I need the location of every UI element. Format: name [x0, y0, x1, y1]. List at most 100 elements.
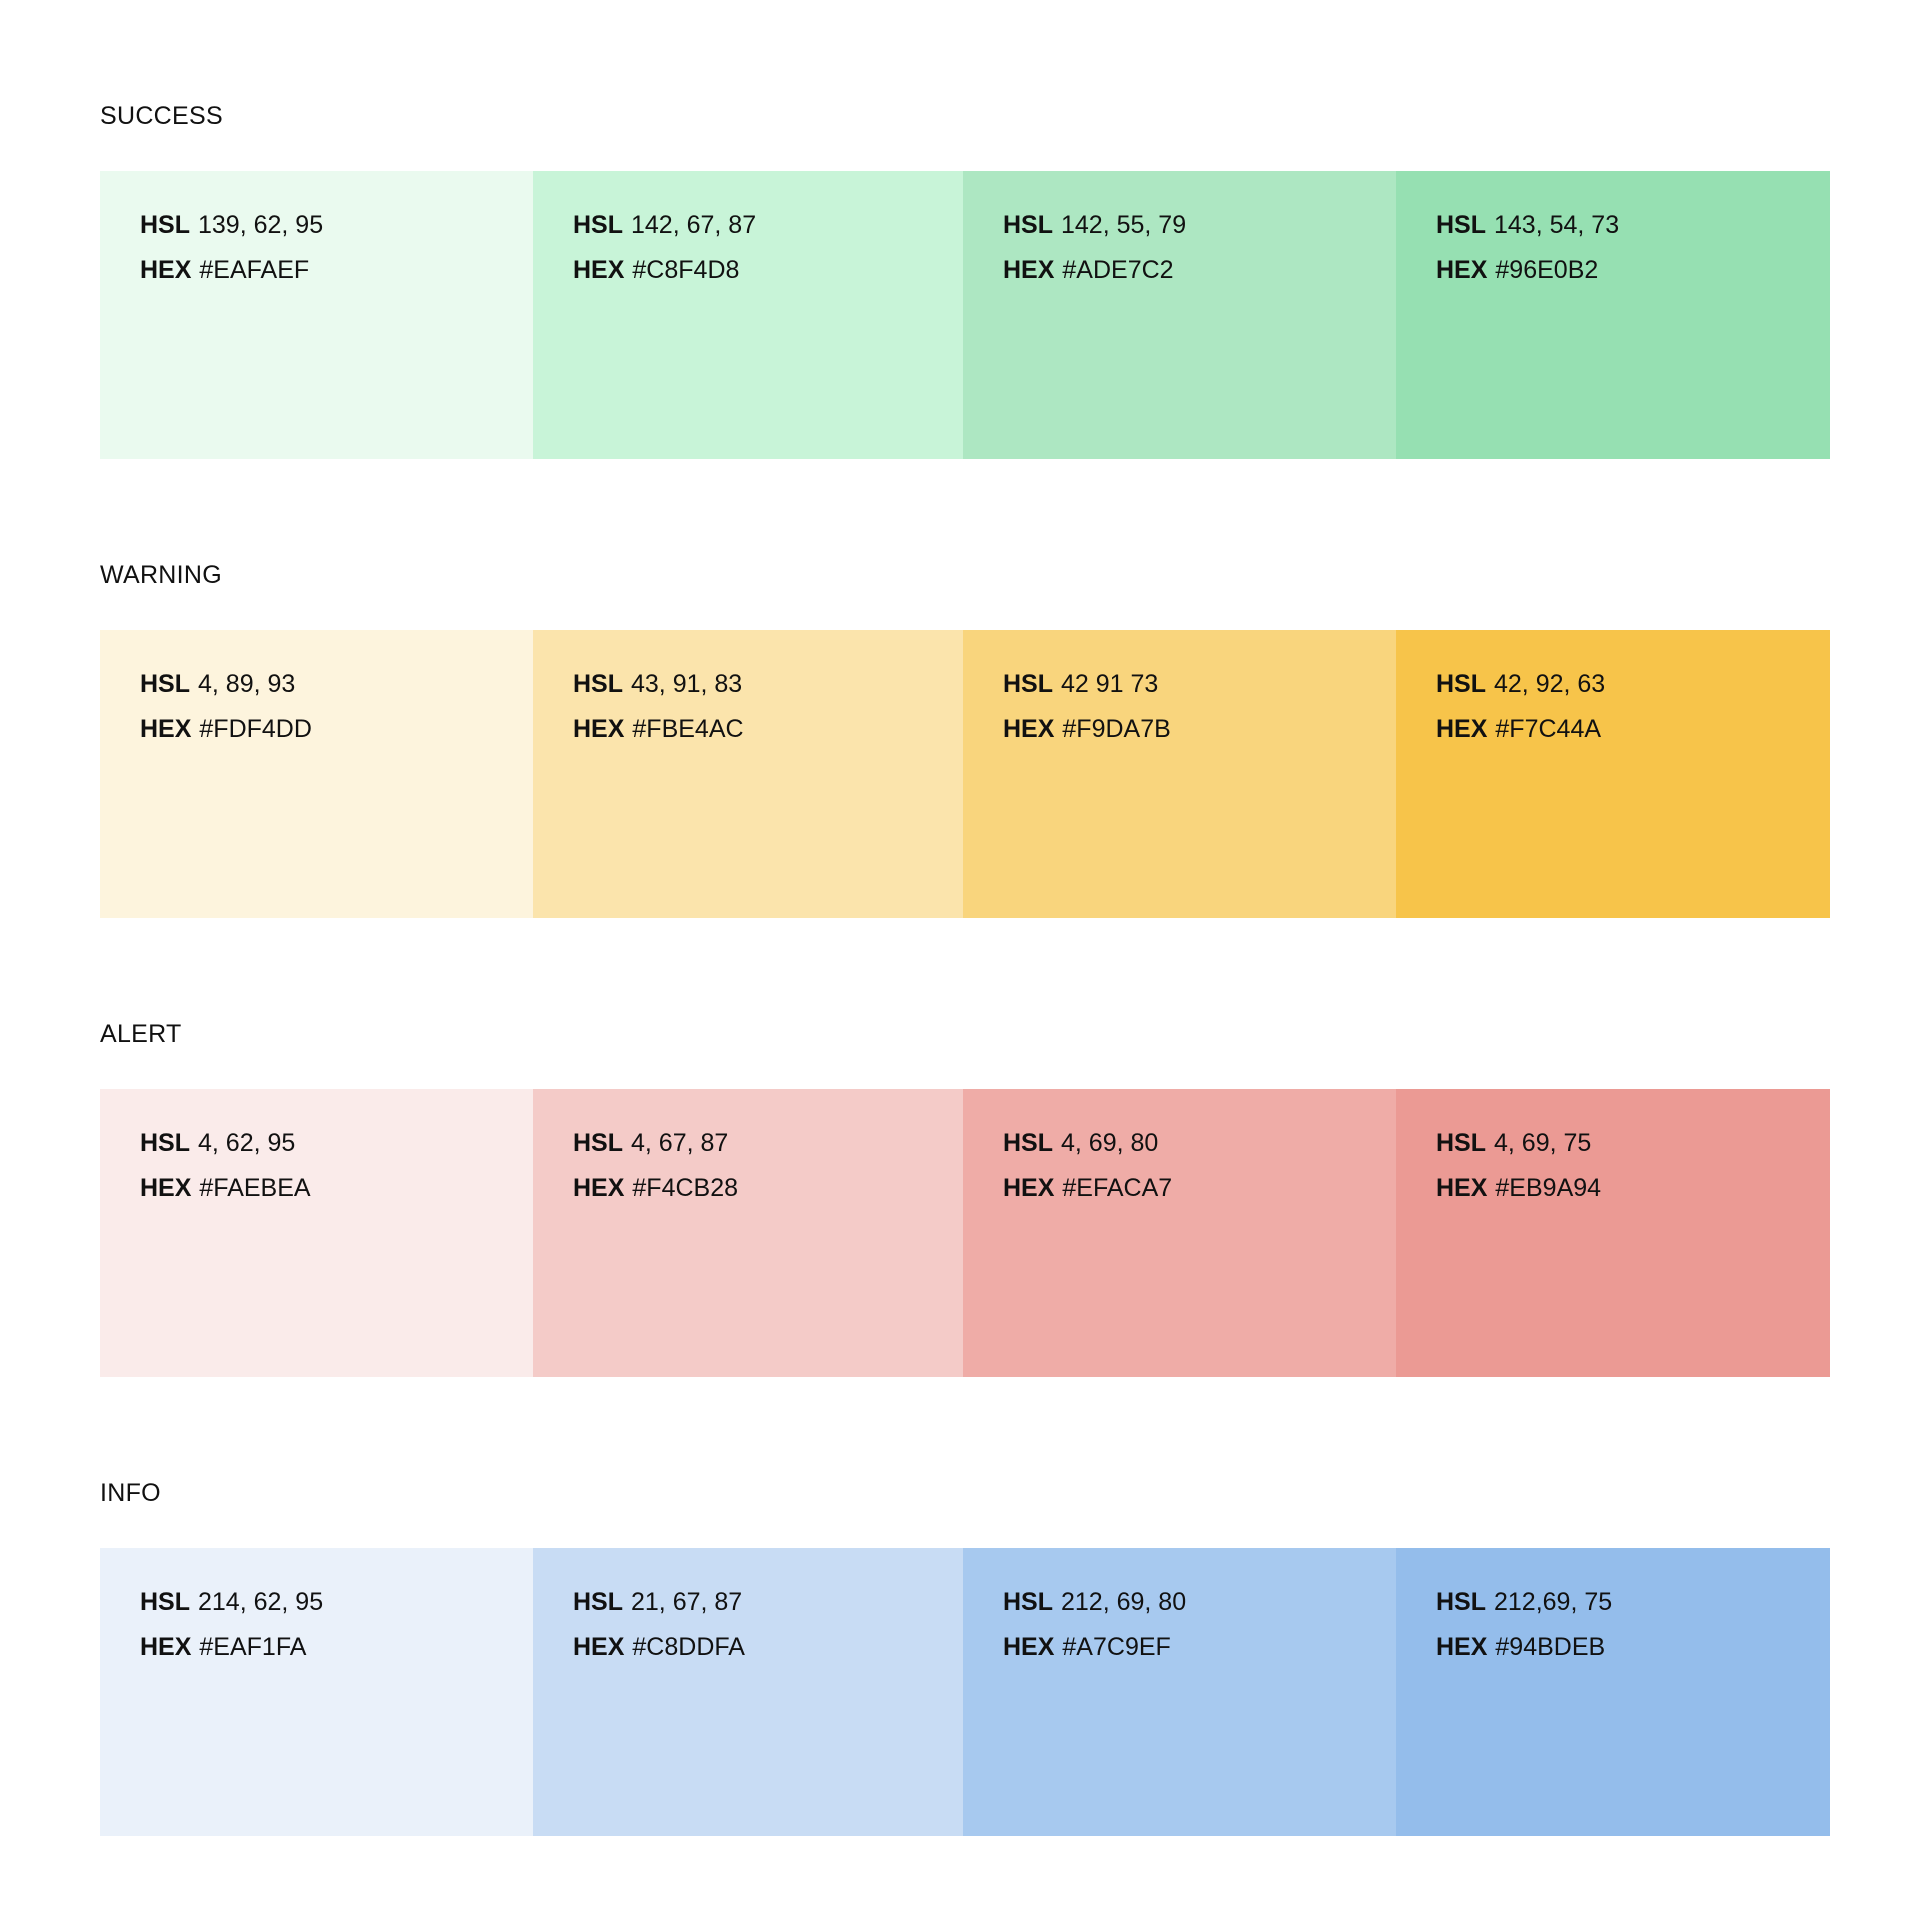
hsl-line: HSL 21, 67, 87: [573, 1590, 963, 1615]
hsl-label: HSL: [1003, 211, 1053, 239]
color-swatch: HSL 4, 69, 75 HEX #EB9A94: [1396, 1089, 1830, 1377]
swatch-row: HSL 139, 62, 95 HEX #EAFAEF HSL 142, 67, 87…: [100, 171, 1830, 459]
hsl-label: HSL: [1436, 211, 1486, 239]
hex-line: HEX #FDF4DD: [140, 717, 533, 742]
section-title: WARNING: [100, 561, 222, 589]
hsl-value: 143, 54, 73: [1494, 211, 1620, 239]
hsl-line: HSL 4, 62, 95: [140, 1131, 533, 1156]
hex-line: HEX #EFACA7: [1003, 1176, 1396, 1201]
hex-label: HEX: [1003, 1633, 1055, 1661]
hex-value: #C8DDFA: [632, 1633, 745, 1661]
hex-value: #96E0B2: [1495, 256, 1599, 284]
hex-value: #94BDEB: [1495, 1633, 1606, 1661]
hsl-line: HSL 142, 55, 79: [1003, 213, 1396, 238]
hex-value: #ADE7C2: [1062, 256, 1174, 284]
hex-value: #EAFAEF: [199, 256, 310, 284]
hsl-label: HSL: [1436, 1588, 1486, 1616]
hex-label: HEX: [1003, 1174, 1055, 1202]
hsl-value: 43, 91, 83: [631, 670, 743, 698]
hex-label: HEX: [573, 715, 625, 743]
color-swatch: HSL 139, 62, 95 HEX #EAFAEF: [100, 171, 533, 459]
hex-value: #FDF4DD: [199, 715, 312, 743]
hex-line: HEX #A7C9EF: [1003, 1635, 1396, 1660]
hex-value: #FBE4AC: [632, 715, 744, 743]
hsl-line: HSL 4, 89, 93: [140, 672, 533, 697]
hsl-line: HSL 4, 67, 87: [573, 1131, 963, 1156]
hsl-value: 139, 62, 95: [198, 211, 324, 239]
color-swatch: HSL 42, 92, 63 HEX #F7C44A: [1396, 630, 1830, 918]
color-swatch: HSL 21, 67, 87 HEX #C8DDFA: [533, 1548, 963, 1836]
hex-label: HEX: [573, 1633, 625, 1661]
hex-line: HEX #ADE7C2: [1003, 258, 1396, 283]
hex-line: HEX #EAF1FA: [140, 1635, 533, 1660]
color-swatch: HSL 142, 67, 87 HEX #C8F4D8: [533, 171, 963, 459]
hsl-value: 4, 69, 75: [1494, 1129, 1592, 1157]
hsl-label: HSL: [140, 211, 190, 239]
hsl-value: 4, 69, 80: [1061, 1129, 1159, 1157]
hsl-label: HSL: [140, 1129, 190, 1157]
hsl-line: HSL 143, 54, 73: [1436, 213, 1830, 238]
hex-label: HEX: [140, 715, 192, 743]
hex-value: #EB9A94: [1495, 1174, 1602, 1202]
hsl-label: HSL: [1003, 1129, 1053, 1157]
hex-value: #EFACA7: [1062, 1174, 1173, 1202]
hex-line: HEX #EAFAEF: [140, 258, 533, 283]
color-swatch: HSL 143, 54, 73 HEX #96E0B2: [1396, 171, 1830, 459]
section-title: ALERT: [100, 1020, 182, 1048]
hex-label: HEX: [1436, 256, 1488, 284]
color-swatch: HSL 43, 91, 83 HEX #FBE4AC: [533, 630, 963, 918]
hsl-line: HSL 4, 69, 80: [1003, 1131, 1396, 1156]
color-swatch: HSL 212,69, 75 HEX #94BDEB: [1396, 1548, 1830, 1836]
hsl-label: HSL: [573, 1588, 623, 1616]
hex-line: HEX #F4CB28: [573, 1176, 963, 1201]
hsl-line: HSL 42, 92, 63: [1436, 672, 1830, 697]
hsl-label: HSL: [573, 670, 623, 698]
hex-label: HEX: [1436, 1174, 1488, 1202]
hex-label: HEX: [1003, 715, 1055, 743]
color-swatch: HSL 214, 62, 95 HEX #EAF1FA: [100, 1548, 533, 1836]
hex-value: #F9DA7B: [1062, 715, 1171, 743]
hex-label: HEX: [1003, 256, 1055, 284]
hsl-value: 4, 67, 87: [631, 1129, 729, 1157]
hex-label: HEX: [573, 1174, 625, 1202]
hsl-value: 42, 92, 63: [1494, 670, 1606, 698]
hex-value: #FAEBEA: [199, 1174, 311, 1202]
hex-value: #EAF1FA: [199, 1633, 307, 1661]
hex-label: HEX: [1436, 1633, 1488, 1661]
hex-line: HEX #F9DA7B: [1003, 717, 1396, 742]
hex-value: #F7C44A: [1495, 715, 1602, 743]
hex-line: HEX #F7C44A: [1436, 717, 1830, 742]
hex-line: HEX #FBE4AC: [573, 717, 963, 742]
hsl-line: HSL 142, 67, 87: [573, 213, 963, 238]
hsl-label: HSL: [1436, 670, 1486, 698]
hex-label: HEX: [573, 256, 625, 284]
swatch-row: HSL 4, 62, 95 HEX #FAEBEA HSL 4, 67, 87 HEX…: [100, 1089, 1830, 1377]
hsl-value: 21, 67, 87: [631, 1588, 743, 1616]
hsl-label: HSL: [573, 1129, 623, 1157]
hsl-label: HSL: [1003, 670, 1053, 698]
hex-line: HEX #EB9A94: [1436, 1176, 1830, 1201]
section-title: INFO: [100, 1479, 161, 1507]
hsl-line: HSL 212, 69, 80: [1003, 1590, 1396, 1615]
hsl-value: 212, 69, 80: [1061, 1588, 1187, 1616]
hsl-label: HSL: [1436, 1129, 1486, 1157]
color-swatch: HSL 142, 55, 79 HEX #ADE7C2: [963, 171, 1396, 459]
hsl-line: HSL 43, 91, 83: [573, 672, 963, 697]
hsl-label: HSL: [1003, 1588, 1053, 1616]
hsl-label: HSL: [573, 211, 623, 239]
hex-line: HEX #C8F4D8: [573, 258, 963, 283]
hsl-line: HSL 212,69, 75: [1436, 1590, 1830, 1615]
hex-label: HEX: [140, 1174, 192, 1202]
hsl-line: HSL 42 91 73: [1003, 672, 1396, 697]
color-swatch: HSL 4, 62, 95 HEX #FAEBEA: [100, 1089, 533, 1377]
hsl-value: 212,69, 75: [1494, 1588, 1613, 1616]
section-title: SUCCESS: [100, 102, 223, 130]
hsl-value: 42 91 73: [1061, 670, 1159, 698]
hex-value: #C8F4D8: [632, 256, 740, 284]
hsl-value: 214, 62, 95: [198, 1588, 324, 1616]
color-swatch: HSL 42 91 73 HEX #F9DA7B: [963, 630, 1396, 918]
hsl-value: 142, 55, 79: [1061, 211, 1187, 239]
color-swatch: HSL 4, 67, 87 HEX #F4CB28: [533, 1089, 963, 1377]
hsl-line: HSL 4, 69, 75: [1436, 1131, 1830, 1156]
hex-line: HEX #FAEBEA: [140, 1176, 533, 1201]
